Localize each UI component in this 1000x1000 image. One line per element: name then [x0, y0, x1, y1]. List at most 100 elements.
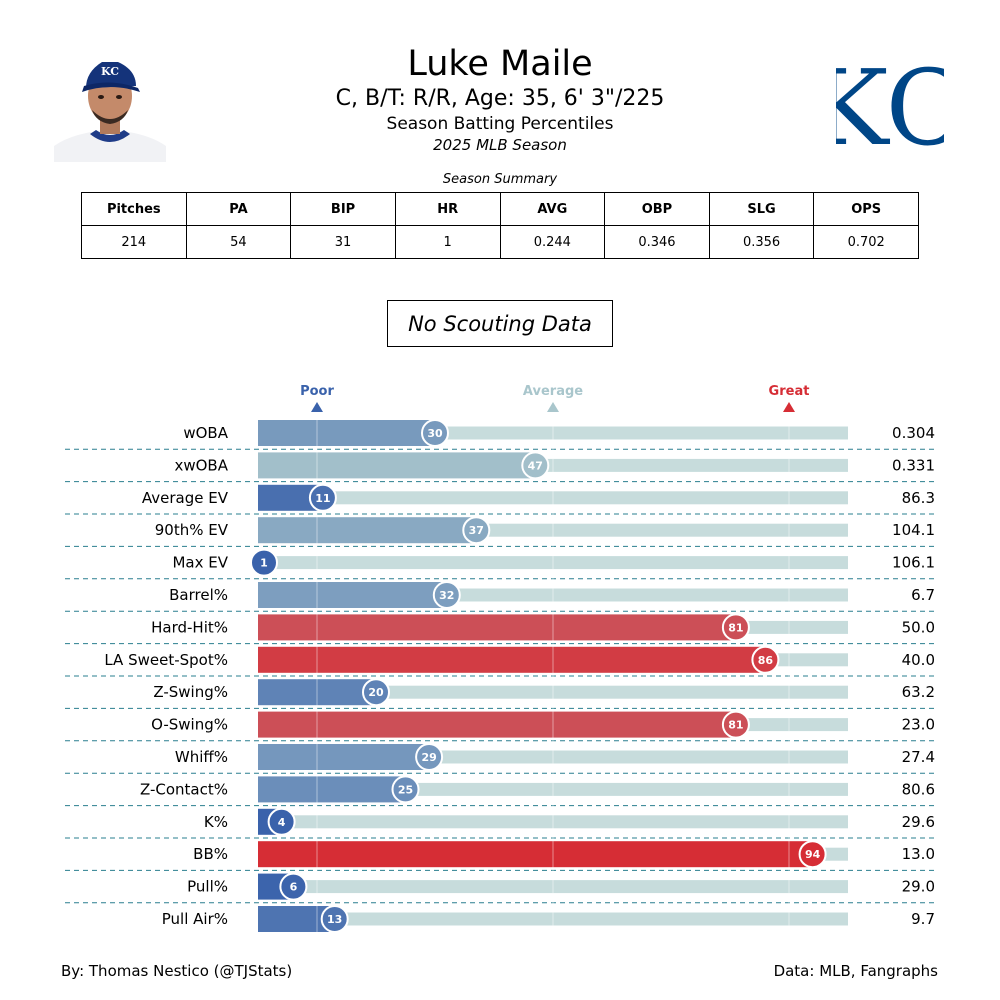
percentile-label: 4	[278, 816, 286, 829]
stat-value: 29.0	[902, 878, 935, 896]
percentile-label: 86	[758, 654, 774, 667]
percentile-label: 47	[528, 459, 543, 472]
marker-label-great: Great	[769, 384, 810, 399]
track-12	[258, 815, 848, 829]
stat-value: 104.1	[892, 521, 935, 539]
team-logo: KC	[836, 52, 944, 160]
percentile-label: 25	[398, 783, 413, 796]
summary-value: 54	[185, 225, 292, 259]
summary-value: 0.356	[708, 225, 815, 259]
bar	[258, 646, 766, 673]
percentile-circle	[267, 807, 296, 836]
category-label: Z-Swing%	[153, 683, 228, 701]
marker-triangle-poor	[311, 402, 323, 412]
stat-value: 0.304	[892, 424, 935, 442]
stat-value: 13.0	[902, 845, 935, 863]
percentile-label: 20	[368, 686, 384, 699]
summary-header: OBP	[604, 192, 710, 226]
percentile-circle	[362, 678, 390, 707]
percentile-label: 13	[327, 913, 342, 926]
percentile-circle	[421, 419, 449, 447]
stat-value: 40.0	[902, 651, 935, 669]
bar	[258, 841, 813, 868]
track-15	[258, 912, 848, 926]
summary-header: SLG	[708, 192, 815, 226]
track-8	[258, 685, 848, 699]
percentile-label: 29	[421, 751, 436, 764]
stat-value: 0.331	[892, 456, 935, 474]
summary-header: BIP	[290, 192, 396, 226]
summary-value: 0.244	[499, 225, 606, 259]
stat-value: 50.0	[902, 618, 935, 636]
marker-label-average: Average	[523, 384, 583, 399]
percentile-circle	[320, 905, 349, 933]
track-14	[258, 880, 848, 894]
percentile-label: 94	[805, 848, 821, 861]
summary-value: 31	[290, 225, 396, 259]
percentile-label: 1	[260, 557, 268, 570]
summary-header: Pitches	[81, 192, 187, 226]
category-label: Max EV	[172, 554, 228, 572]
summary-value: 1	[394, 225, 501, 259]
player-info: C, B/T: R/R, Age: 35, 6' 3"/225	[335, 86, 665, 111]
scouting-box: No Scouting Data	[387, 300, 613, 347]
summary-value: 214	[81, 225, 187, 259]
track-2	[258, 491, 848, 505]
player-headshot: KC	[54, 50, 166, 162]
percentile-label: 30	[427, 427, 443, 440]
percentile-circle	[308, 483, 337, 512]
stat-value: 86.3	[902, 489, 935, 507]
percentile-circle	[798, 840, 827, 869]
track-4	[258, 556, 848, 570]
bar	[258, 582, 447, 608]
percentile-circle	[250, 548, 278, 577]
percentile-circle	[462, 516, 491, 545]
percentile-label: 11	[315, 492, 330, 505]
stat-value: 106.1	[892, 554, 935, 572]
category-label: wOBA	[183, 424, 228, 442]
summary-header: AVG	[499, 192, 606, 226]
category-label: Average EV	[142, 489, 229, 507]
percentile-label: 81	[728, 621, 743, 634]
summary-value: 0.346	[604, 225, 710, 259]
summary-value-row: 214 54 31 1 0.244 0.346 0.356 0.702	[81, 225, 919, 259]
summary-caption: Season Summary	[442, 172, 558, 187]
stat-value: 27.4	[902, 748, 935, 766]
stat-value: 23.0	[902, 716, 935, 734]
bar	[258, 776, 406, 803]
category-label: xwOBA	[174, 456, 228, 474]
percentile-circle	[279, 872, 308, 901]
summary-header: HR	[394, 192, 501, 226]
marker-triangle-great	[783, 402, 795, 412]
percentile-circle	[721, 710, 750, 739]
percentile-chart: Poor Average Great wOBA 0.304 xwOBA 0.331 Avera…	[65, 384, 935, 933]
marker-triangle-average	[547, 402, 559, 412]
percentile-label: 32	[439, 589, 454, 602]
summary-header: OPS	[813, 192, 919, 226]
percentile-label: 37	[469, 524, 484, 537]
bar	[258, 711, 736, 738]
bar	[258, 517, 477, 544]
percentile-circle	[521, 451, 550, 480]
percentile-circle	[432, 581, 461, 609]
footer-source: Data: MLB, Fangraphs	[773, 962, 938, 980]
category-label: 90th% EV	[155, 521, 229, 539]
category-label: Whiff%	[175, 748, 228, 766]
stat-value: 29.6	[902, 813, 935, 831]
summary-header-row: Pitches PA BIP HR AVG OBP SLG OPS	[81, 192, 919, 226]
season-summary-table: Pitches PA BIP HR AVG OBP SLG OPS 214 54…	[81, 192, 919, 259]
percentile-label: 81	[728, 719, 743, 732]
season-label: 2025 MLB Season	[433, 136, 567, 154]
percentile-circle	[751, 645, 780, 674]
category-label: Hard-Hit%	[151, 618, 228, 636]
svg-text:KC: KC	[101, 65, 119, 78]
summary-header: PA	[185, 192, 292, 226]
percentile-circle	[391, 775, 420, 804]
category-label: LA Sweet-Spot%	[104, 651, 228, 669]
summary-value: 0.702	[813, 225, 919, 259]
team-logo-text: KC	[836, 52, 944, 160]
category-label: Pull Air%	[162, 910, 228, 928]
bar	[258, 614, 736, 641]
percentile-circle	[721, 613, 750, 642]
category-label: K%	[204, 813, 228, 831]
